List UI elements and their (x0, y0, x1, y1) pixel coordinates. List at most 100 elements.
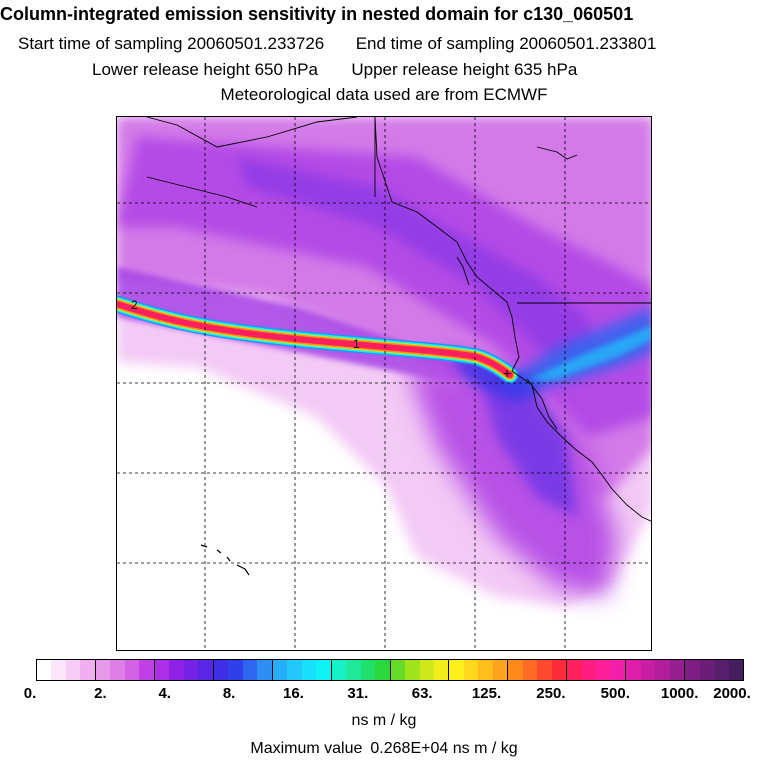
colorbar-swatch (581, 660, 597, 680)
release-point-marker: + (503, 365, 511, 381)
colorbar-segment (685, 660, 744, 680)
plume-marker-1: 1 (353, 337, 360, 351)
colorbar-swatch (110, 660, 125, 680)
colorbar-tick-label: 0. (23, 685, 37, 702)
colorbar-swatch (154, 660, 170, 680)
colorbar (36, 659, 744, 681)
colorbar-swatch (405, 660, 420, 680)
colorbar-swatch (331, 660, 347, 680)
colorbar-swatch (360, 660, 376, 680)
colorbar-segment (449, 660, 509, 680)
plume-marker-2: 2 (131, 298, 138, 312)
colorbar-segment (567, 660, 627, 680)
colorbar-swatch (169, 660, 184, 680)
graticule (117, 117, 651, 650)
colorbar-tick-label: 1000. (660, 685, 699, 702)
colorbar-swatch (463, 660, 479, 680)
plot-title: Column-integrated emission sensitivity i… (0, 4, 634, 24)
colorbar-swatch (655, 660, 670, 680)
colorbar-swatch (449, 660, 464, 680)
trajectory-band (117, 295, 519, 384)
colorbar-tick-label: 2. (94, 685, 107, 702)
colorbar-segment (390, 660, 450, 680)
colorbar-swatch (699, 660, 715, 680)
colorbar-segment (37, 660, 96, 680)
colorbar-tick-label: 250. (536, 685, 566, 702)
colorbar-swatch (478, 660, 493, 680)
colorbar-swatch (287, 660, 302, 680)
colorbar-swatch (37, 660, 52, 680)
colorbar-segment (272, 660, 332, 680)
colorbar-swatch (51, 660, 66, 680)
colorbar-tick-label: 8. (222, 685, 236, 702)
end-time-value: 20060501.233801 (519, 34, 657, 53)
colorbar-tick-label: 4. (158, 685, 171, 702)
colorbar-segment (213, 660, 273, 680)
colorbar-swatch (508, 660, 523, 680)
colorbar-swatch (596, 660, 611, 680)
colorbar-segment (95, 660, 155, 680)
colorbar-segment (331, 660, 391, 680)
lower-release-value: 650 hPa (254, 60, 318, 79)
maximum-value-units: ns m / kg (452, 740, 518, 757)
colorbar-swatch (685, 660, 700, 680)
colorbar-swatch (65, 660, 81, 680)
colorbar-swatch (419, 660, 434, 680)
colorbar-tick-label: 500. (600, 685, 630, 702)
map-canvas: 2 1 + (117, 117, 651, 650)
start-time-value: 20060501.233726 (187, 34, 325, 53)
start-time-label: Start time of sampling (18, 34, 183, 53)
upper-release-label: Upper release height (351, 60, 510, 79)
coastlines (146, 117, 651, 576)
sensitivity-map: 2 1 + (116, 116, 652, 651)
colorbar-tick-label: 31. (347, 685, 369, 702)
colorbar-swatch (228, 660, 243, 680)
boundaries (374, 117, 651, 304)
maximum-value-number: 0.268E+04 (370, 740, 449, 757)
colorbar-swatch (640, 660, 656, 680)
lower-release-label: Lower release height (92, 60, 250, 79)
colorbar-swatch (183, 660, 199, 680)
colorbar-tick-label: 2000. (713, 685, 751, 702)
colorbar-tick-label: 63. (411, 685, 433, 702)
colorbar-swatch (390, 660, 406, 680)
colorbar-swatch (626, 660, 641, 680)
colorbar-swatch (257, 660, 272, 680)
colorbar-swatch (316, 660, 331, 680)
colorbar-units: ns m / kg (351, 712, 417, 729)
colorbar-swatch (522, 660, 538, 680)
colorbar-segment (626, 660, 686, 680)
sampling-times: Start time of sampling 20060501.233726 E… (18, 34, 768, 54)
colorbar-swatch (537, 660, 552, 680)
met-data-source: Meteorological data used are from ECMWF (220, 85, 548, 104)
colorbar-swatch (567, 660, 582, 680)
maximum-value-label: Maximum value (250, 740, 363, 757)
colorbar-tick-label: 125. (471, 685, 502, 702)
colorbar-swatch (728, 660, 744, 680)
release-heights: Lower release height 650 hPa Upper relea… (92, 60, 768, 80)
colorbar-swatch (242, 660, 258, 680)
colorbar-swatch (198, 660, 213, 680)
colorbar-swatch (124, 660, 140, 680)
colorbar-swatch (610, 660, 626, 680)
colorbar-swatch (301, 660, 317, 680)
colorbar-swatch (714, 660, 729, 680)
colorbar-swatch (213, 660, 229, 680)
maximum-value: Maximum value 0.268E+04 ns m / kg (0, 740, 768, 758)
colorbar-swatch (492, 660, 508, 680)
upper-release-value: 635 hPa (513, 60, 578, 79)
colorbar-segment (154, 660, 214, 680)
colorbar-tick-label: 16. (283, 685, 304, 702)
colorbar-swatch (375, 660, 390, 680)
sensitivity-field (117, 117, 651, 607)
colorbar-swatch (433, 660, 449, 680)
colorbar-swatch (346, 660, 361, 680)
colorbar-segment (508, 660, 568, 680)
colorbar-swatch (95, 660, 111, 680)
colorbar-swatch (551, 660, 567, 680)
colorbar-swatch (80, 660, 95, 680)
colorbar-swatch (669, 660, 685, 680)
end-time-label: End time of sampling (355, 34, 515, 53)
colorbar-swatch (272, 660, 288, 680)
colorbar-swatch (139, 660, 154, 680)
